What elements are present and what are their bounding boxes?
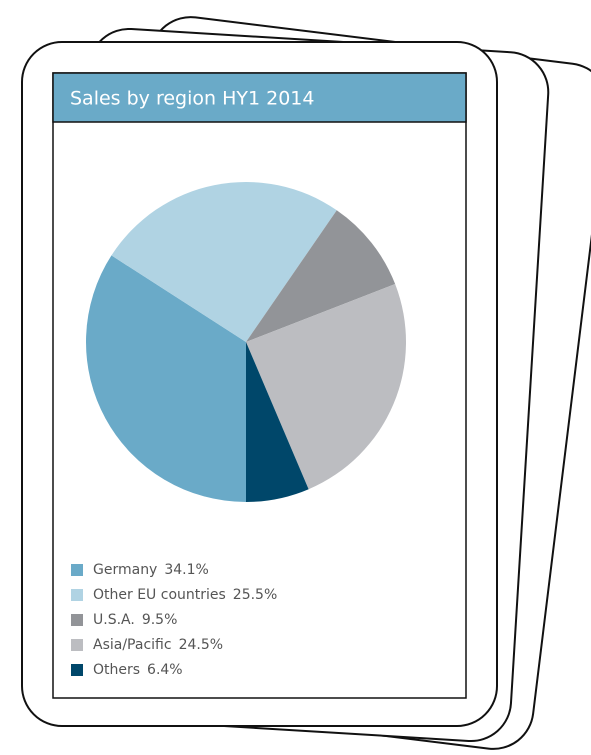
legend-value: 24.5% [179, 637, 223, 653]
legend: Germany 34.1% Other EU countries 25.5% U.S.A… [71, 562, 277, 678]
legend-label: Others [93, 662, 140, 678]
legend-value: 25.5% [233, 587, 277, 603]
pie-slice [246, 342, 309, 502]
pie [86, 182, 406, 502]
legend-label: U.S.A. [93, 612, 135, 628]
legend-entry: Germany 34.1% [93, 562, 209, 578]
legend-label: Other EU countries [93, 587, 226, 603]
legend-value: 6.4% [147, 662, 183, 678]
legend-swatch [71, 614, 83, 626]
legend-label: Asia/Pacific [93, 637, 172, 653]
legend-entry: Others 6.4% [93, 662, 183, 678]
pie-slice [246, 210, 396, 342]
legend-swatch [71, 639, 83, 651]
legend-swatch [71, 589, 83, 601]
legend-entry: Other EU countries 25.5% [93, 587, 277, 603]
pie-slice [111, 182, 337, 342]
legend-swatch [71, 564, 83, 576]
chart-title: Sales by region HY1 2014 [70, 88, 314, 110]
legend-label: Germany [93, 562, 157, 578]
legend-swatch [71, 664, 83, 676]
pie-slice [86, 255, 246, 502]
legend-entry: U.S.A. 9.5% [93, 612, 177, 628]
legend-value: 34.1% [164, 562, 208, 578]
legend-value: 9.5% [142, 612, 178, 628]
legend-entry: Asia/Pacific 24.5% [93, 637, 223, 653]
header-bar [52, 72, 467, 123]
pie-slice [246, 284, 406, 490]
